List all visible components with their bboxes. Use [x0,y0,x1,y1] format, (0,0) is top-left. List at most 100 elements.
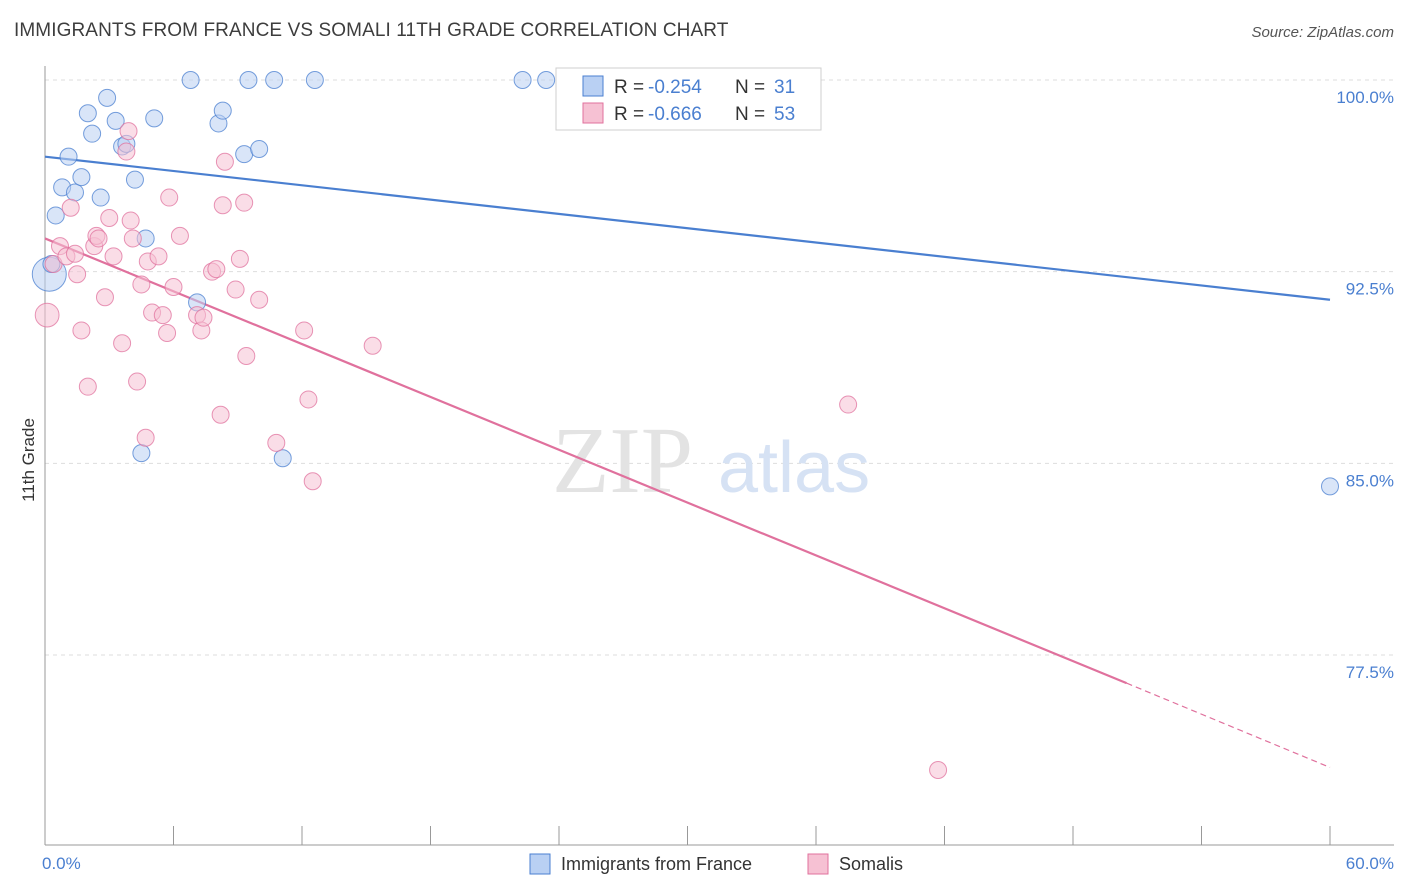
point-0-4 [59,147,78,166]
legend-n-value-2: 53 [774,104,795,125]
point-1-29 [164,278,183,296]
watermark: ZIP atlas [552,409,870,513]
point-1-22 [136,428,155,447]
point-0-2 [46,206,65,225]
x-tick-label-1: 60.0% [1346,854,1394,873]
point-0-9 [91,188,110,207]
grid-lines [45,79,1394,656]
point-1-5 [65,244,84,263]
point-1-39 [226,280,245,299]
point-0-14 [125,170,144,189]
point-1-46 [299,390,318,409]
bottom-legend-label-somalis: Somalis [839,854,903,874]
bottom-legend-swatch-somalis [807,853,829,875]
legend-r-label-1: R = [614,77,644,98]
point-1-35 [207,260,226,279]
y-tick-label-1: 92.5% [1346,280,1394,299]
point-1-15 [113,334,132,353]
point-1-11 [89,229,108,248]
y-tick-label-3: 77.5% [1346,663,1394,682]
point-1-12 [95,288,114,307]
point-0-23 [239,71,258,89]
point-1-30 [170,226,189,245]
point-0-6 [72,168,91,187]
point-1-48 [363,336,382,355]
point-1-50 [929,761,948,779]
legend-r-value-1: -0.254 [648,77,702,98]
point-0-27 [305,71,324,89]
point-0-10 [98,88,117,107]
point-0-26 [273,449,292,468]
point-1-6 [68,265,87,284]
point-1-44 [267,433,286,452]
point-1-45 [295,321,314,340]
watermark-zip: ZIP [552,409,693,513]
x-tick-labels: 0.0% 60.0% [42,854,1394,873]
legend: R = -0.254 N = 31 R = -0.666 N = 53 [555,67,822,131]
point-0-17 [145,109,164,128]
point-1-20 [128,372,147,391]
point-1-40 [230,249,249,268]
point-1-28 [160,188,179,207]
point-1-21 [132,275,151,294]
point-1-17 [119,122,138,141]
point-0-5 [65,183,84,202]
watermark-atlas: atlas [718,428,870,508]
point-1-0 [34,302,60,328]
y-tick-labels: 100.0% 92.5% 85.0% 77.5% [1336,88,1394,682]
point-1-8 [78,377,97,396]
point-1-18 [121,211,140,230]
legend-r-label-2: R = [614,104,644,125]
bottom-legend-label-france: Immigrants from France [561,854,752,874]
point-0-15 [132,444,151,463]
trend-line-0 [44,155,1331,301]
trend-line-1 [44,237,1127,685]
point-0-24 [250,140,269,158]
axes [44,66,1394,846]
point-1-27 [158,324,177,342]
point-0-18 [181,71,200,89]
point-1-42 [237,347,256,365]
point-1-19 [123,229,142,248]
point-1-13 [100,209,119,227]
point-0-11 [106,111,125,130]
chart-title: IMMIGRANTS FROM FRANCE VS SOMALI 11TH GR… [14,20,729,41]
legend-n-label-1: N = [735,77,765,98]
point-1-38 [215,152,234,171]
legend-n-value-1: 31 [774,77,795,98]
point-1-7 [72,321,91,340]
legend-swatch-somalis [582,102,604,124]
point-0-28 [513,71,532,89]
point-1-49 [839,395,858,414]
trend-line-ext-1 [1126,682,1331,768]
point-1-41 [235,193,254,212]
point-0-30 [1321,477,1339,496]
point-1-37 [213,196,232,215]
trend-lines [44,155,1331,768]
y-tick-label-0: 100.0% [1336,88,1394,107]
bottom-legend-swatch-france [529,853,551,875]
point-0-7 [78,104,97,123]
point-1-36 [211,405,230,424]
legend-r-value-2: -0.666 [648,104,702,125]
point-0-25 [265,71,284,89]
y-axis-label: 11th Grade [19,418,38,502]
point-1-4 [61,198,80,217]
y-tick-label-2: 85.0% [1346,471,1394,490]
point-1-47 [303,472,322,491]
point-1-14 [104,247,123,266]
bottom-legend: Immigrants from France Somalis [529,853,903,875]
point-1-26 [153,306,172,325]
legend-n-label-2: N = [735,104,765,125]
x-tick-label-0: 0.0% [42,854,81,873]
data-points [31,71,1339,779]
chart-source: Source: ZipAtlas.com [1251,24,1394,41]
point-1-43 [250,290,269,309]
legend-swatch-france [582,75,604,97]
point-0-8 [83,124,102,143]
point-0-22 [235,145,254,164]
point-0-21 [213,101,232,120]
point-1-33 [194,308,213,327]
point-0-29 [537,71,556,89]
